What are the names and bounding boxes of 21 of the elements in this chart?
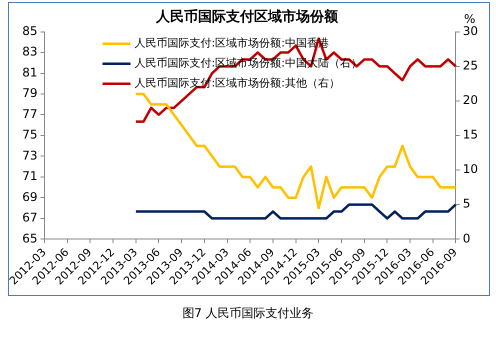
y2-tick-label: 20 xyxy=(462,93,478,108)
y-tick-label: 85 xyxy=(22,24,38,38)
caption: 图7 人民币国际支付业务 xyxy=(181,305,315,322)
y2-tick-label: 10 xyxy=(462,162,478,176)
y-tick-label: 65 xyxy=(22,231,38,246)
y-tick-label: 67 xyxy=(22,210,38,225)
y-tick-label: 69 xyxy=(22,190,38,204)
y2-tick-label: 0 xyxy=(462,231,470,246)
y-tick-label: 77 xyxy=(22,106,38,121)
y2-tick-label: 30 xyxy=(462,24,478,38)
y2-tick-label: 5 xyxy=(462,196,470,211)
y-tick-label: 71 xyxy=(22,169,38,184)
y-tick-label: 81 xyxy=(22,65,38,80)
y2-tick-label: 25 xyxy=(462,58,478,72)
y-tick-label: 73 xyxy=(22,148,38,162)
y-tick-label: 79 xyxy=(22,86,38,100)
y-tick-label: 83 xyxy=(22,44,38,59)
y2-axis-title: % xyxy=(464,12,476,26)
y-tick-label: 75 xyxy=(22,128,38,142)
chart-title: 人民币国际支付区域市场份额 xyxy=(155,8,339,26)
y2-tick-label: 15 xyxy=(462,128,478,142)
